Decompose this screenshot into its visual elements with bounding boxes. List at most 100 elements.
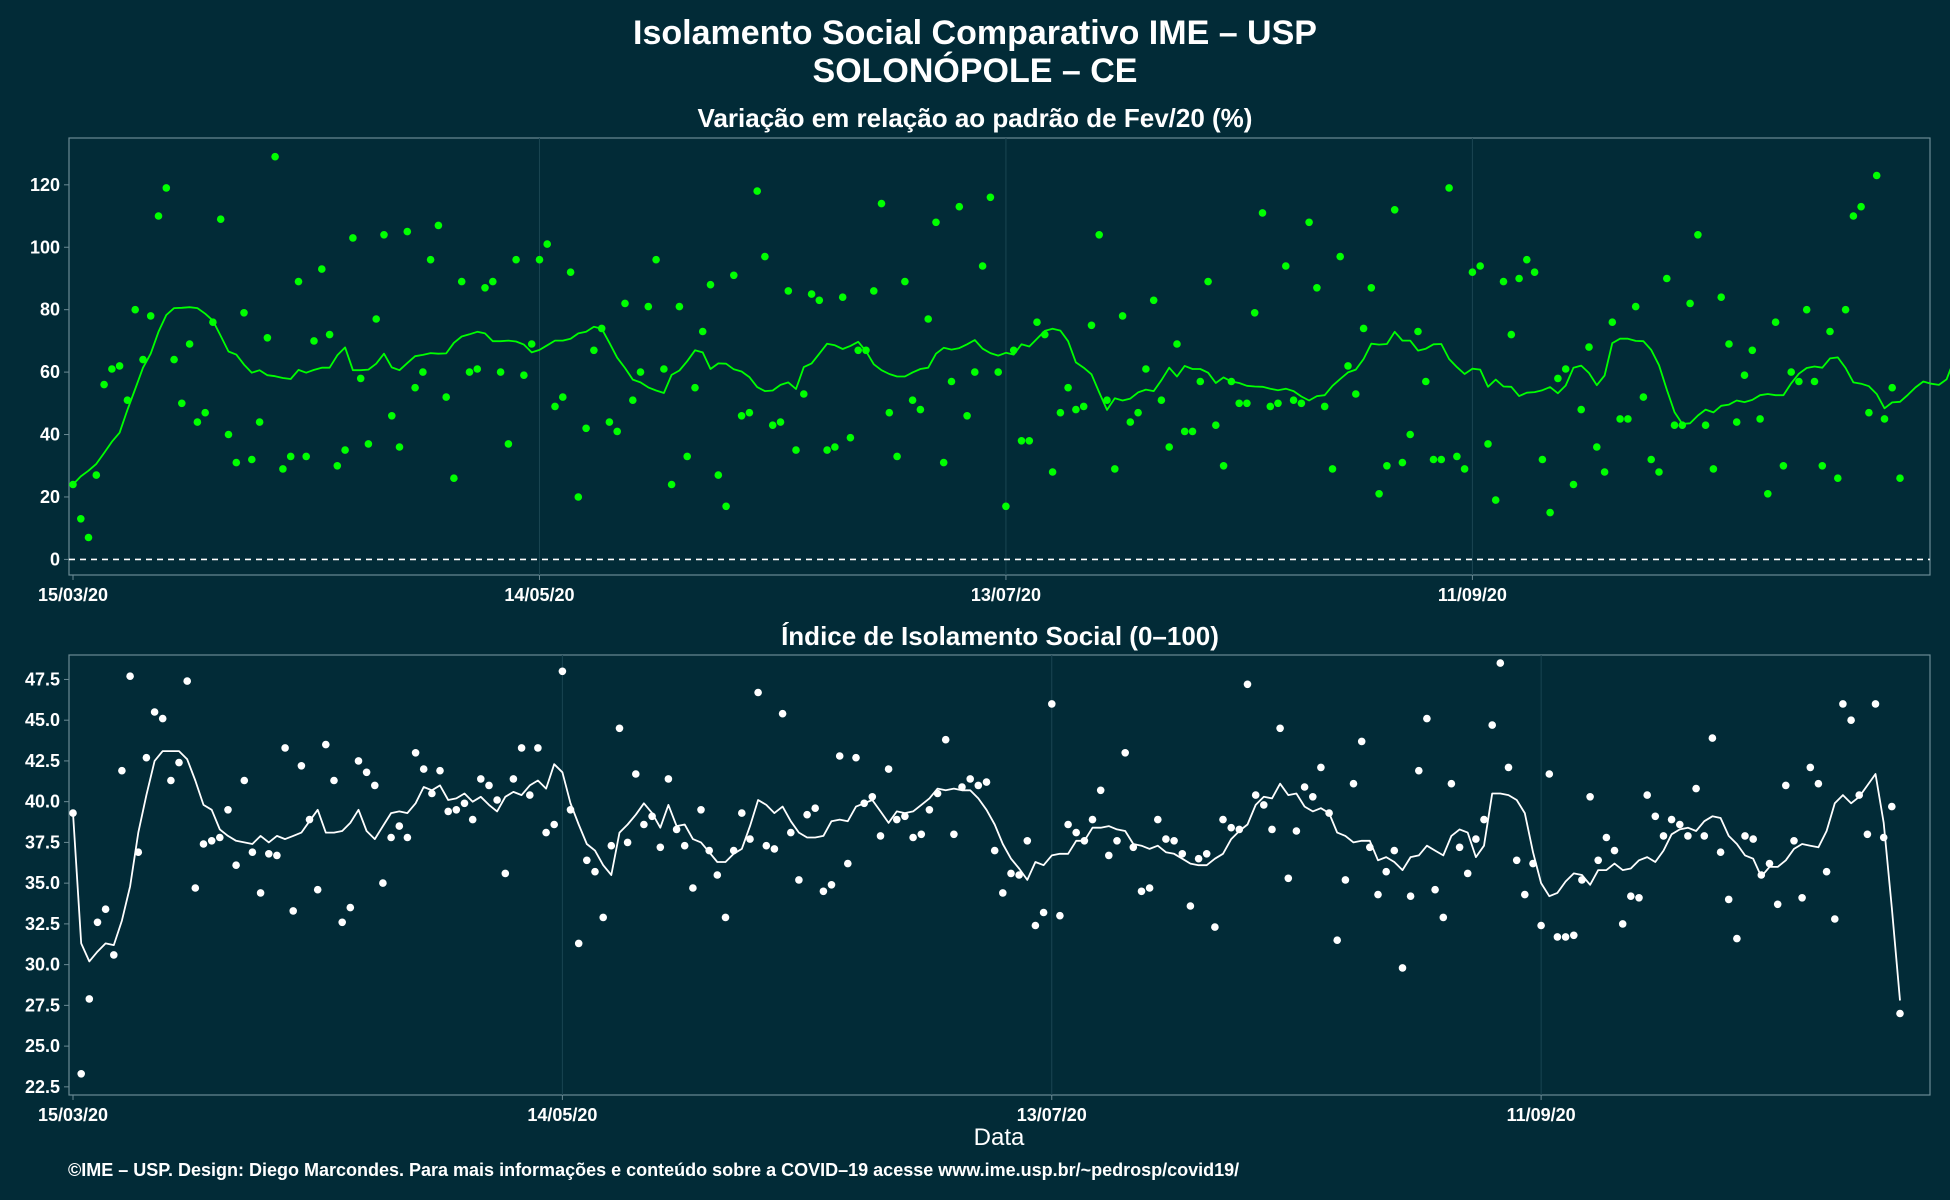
data-point [551,402,559,411]
data-point [1686,299,1694,308]
data-point [884,765,893,773]
data-point [191,884,200,892]
data-point [1826,327,1834,336]
data-point [1670,421,1679,430]
data-point [1180,427,1189,436]
data-point [870,287,878,295]
data-point [597,324,606,333]
data-point [1888,383,1896,392]
data-point [199,840,208,848]
data-point [1841,305,1850,314]
data-point [1782,781,1790,790]
data-point [294,277,303,286]
data-point [501,869,510,878]
data-point [1274,399,1282,408]
data-point [1748,346,1757,355]
data-point [1896,1009,1904,1018]
data-point [807,290,816,298]
data-point [1888,802,1896,811]
data-point [1336,252,1344,261]
data-point [263,334,272,342]
data-point [1476,262,1484,270]
data-point [110,951,118,959]
x-tick-label: 14/05/20 [527,1105,597,1125]
data-point [1635,894,1643,902]
data-point [1017,437,1026,445]
data-point [558,667,567,676]
data-point [745,408,754,417]
data-point [800,390,808,398]
data-point [185,340,194,348]
data-point [1382,867,1390,876]
data-point [1663,274,1671,283]
y-tick-label: 25.0 [25,1036,60,1056]
data-point [868,793,877,801]
data-point [1111,465,1119,473]
data-point [811,804,819,812]
data-point [1468,268,1477,277]
data-point [1064,383,1072,392]
data-point [1202,850,1211,858]
data-point [1423,714,1431,723]
data-point [933,789,942,798]
data-point [224,430,233,439]
data-point [1787,368,1795,376]
data-point [1773,900,1782,909]
data-point [93,918,102,927]
data-point [1154,815,1162,824]
data-point [302,452,311,461]
data-point [1284,874,1293,883]
data-point [1007,869,1015,878]
data-point [1578,876,1586,884]
data-point [1593,443,1601,451]
data-point [485,781,493,790]
data-point [1798,894,1806,902]
data-point [615,724,624,733]
data-point [860,799,868,808]
data-point [754,688,762,697]
data-point [216,833,224,842]
data-point [1740,371,1749,380]
data-point [193,418,202,426]
data-point [297,762,306,770]
data-point [713,871,722,879]
data-point [846,433,855,442]
y-tick-label: 80 [40,300,60,320]
data-point [986,193,995,202]
data-point [504,440,513,448]
data-point [672,825,681,834]
data-point [1871,700,1880,708]
data-point [1771,318,1780,327]
data-point [1366,843,1374,852]
data-point [1211,923,1219,931]
data-point [1056,408,1065,417]
data-point [652,255,660,264]
data-point [1414,327,1422,336]
data-point [496,368,505,376]
data-point [978,262,987,270]
data-point [450,474,458,483]
data-point [1546,508,1554,517]
data-point [683,452,691,461]
data-point [648,812,656,821]
data-point [1113,837,1121,845]
data-point [379,879,387,887]
data-point [1879,833,1888,842]
data-point [434,221,443,230]
data-point [1496,659,1505,667]
data-point [559,393,567,401]
data-point [1724,895,1733,904]
data-point [877,199,886,208]
chart-title: Isolamento Social Comparativo IME – USP [633,14,1317,52]
data-point [465,368,474,376]
data-point [1480,815,1488,824]
data-point [1258,209,1267,217]
x-tick-label: 15/03/20 [38,585,108,605]
data-point [885,408,894,417]
data-point [819,887,828,896]
data-point [527,340,536,348]
data-point [909,833,917,842]
data-point [286,452,295,461]
data-point [1137,887,1146,896]
data-point [175,758,183,767]
